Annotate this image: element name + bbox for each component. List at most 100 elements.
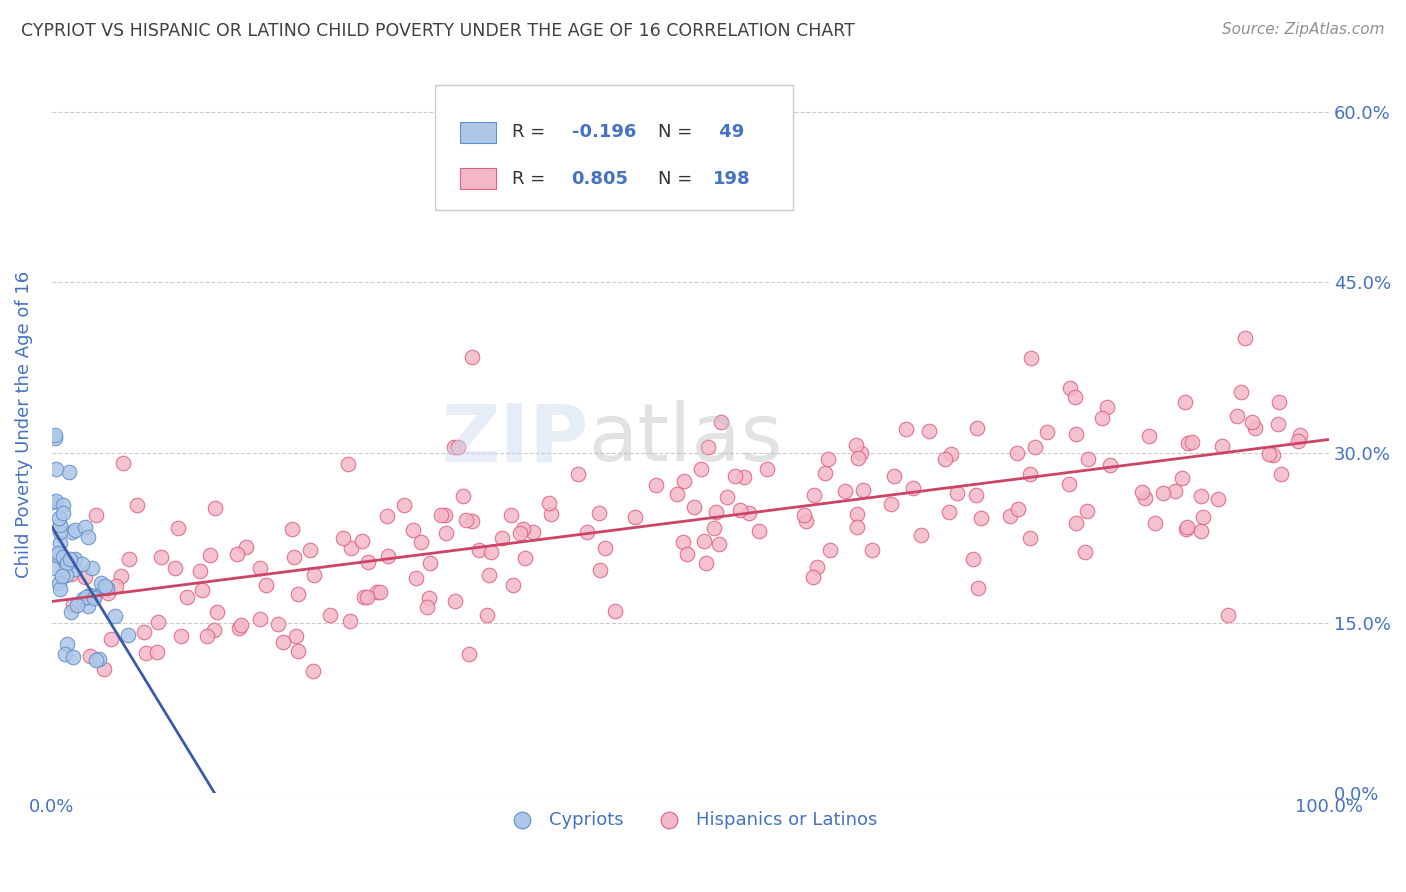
Point <box>73 520 96 534</box>
Point <box>716 491 738 505</box>
Point <box>104 609 127 624</box>
Point <box>1164 483 1187 498</box>
Point <box>63 523 86 537</box>
Text: N =: N = <box>658 169 699 188</box>
Point <box>51 550 73 565</box>
Point <box>249 612 271 626</box>
Point <box>1243 421 1265 435</box>
Point <box>402 523 425 537</box>
Point <box>704 505 727 519</box>
Point <box>1064 390 1087 404</box>
Point <box>588 506 610 520</box>
Point <box>284 629 307 643</box>
Point <box>287 644 309 658</box>
Point <box>910 528 932 542</box>
Point <box>846 507 869 521</box>
Point <box>522 525 544 540</box>
Point <box>45 462 67 476</box>
Point <box>96 582 118 596</box>
Point <box>1267 417 1289 432</box>
Point <box>405 570 427 584</box>
Point <box>353 590 375 604</box>
Point <box>1191 509 1213 524</box>
Point <box>962 551 984 566</box>
Point <box>356 590 378 604</box>
Point <box>513 550 536 565</box>
Point <box>879 497 901 511</box>
Point <box>794 514 817 528</box>
Point <box>254 578 277 592</box>
Point <box>1133 491 1156 506</box>
Point <box>478 568 501 582</box>
Point <box>287 586 309 600</box>
Point <box>283 550 305 565</box>
Point <box>939 447 962 461</box>
Point <box>589 562 612 576</box>
Point <box>1059 381 1081 395</box>
Point <box>1175 522 1198 536</box>
Point <box>806 560 828 574</box>
Point <box>460 515 482 529</box>
Point <box>149 549 172 564</box>
Point <box>339 614 361 628</box>
Point <box>1208 491 1230 506</box>
Point <box>62 649 84 664</box>
Point <box>58 465 80 479</box>
Point <box>738 506 761 520</box>
Point <box>803 488 825 502</box>
Point <box>509 525 531 540</box>
Text: R =: R = <box>512 123 551 141</box>
Point <box>135 646 157 660</box>
Point <box>83 591 105 606</box>
Point <box>79 588 101 602</box>
Point <box>377 549 399 564</box>
Point <box>443 440 465 454</box>
Point <box>1077 451 1099 466</box>
Point <box>512 522 534 536</box>
Point <box>46 548 69 562</box>
Point <box>434 508 457 523</box>
Point <box>965 487 987 501</box>
Point <box>93 662 115 676</box>
Point <box>110 568 132 582</box>
Point <box>44 427 66 442</box>
Point <box>1229 385 1251 400</box>
Point <box>733 470 755 484</box>
Point <box>70 558 93 572</box>
Point <box>146 645 169 659</box>
Point <box>228 620 250 634</box>
Point <box>1171 471 1194 485</box>
Point <box>165 561 187 575</box>
Point <box>434 526 457 541</box>
Text: Source: ZipAtlas.com: Source: ZipAtlas.com <box>1222 22 1385 37</box>
Text: 49: 49 <box>713 123 745 141</box>
Point <box>76 530 98 544</box>
Point <box>49 536 72 550</box>
Point <box>146 615 169 629</box>
Point <box>537 496 560 510</box>
Bar <box>461 169 496 189</box>
Point <box>467 543 489 558</box>
Point <box>1211 440 1233 454</box>
Point <box>104 579 127 593</box>
Point <box>377 508 399 523</box>
Point <box>56 637 79 651</box>
Point <box>188 564 211 578</box>
Point <box>918 425 941 439</box>
Point <box>332 531 354 545</box>
Point <box>77 599 100 614</box>
Point <box>83 589 105 603</box>
Point <box>41 495 63 509</box>
Point <box>1189 524 1212 538</box>
Point <box>793 508 815 522</box>
Point <box>1233 331 1256 345</box>
Point <box>1177 435 1199 450</box>
Point <box>693 534 716 549</box>
Point <box>94 579 117 593</box>
Point <box>676 547 699 561</box>
Point <box>170 629 193 643</box>
Point <box>60 566 83 581</box>
Point <box>1270 467 1292 481</box>
Point <box>1177 520 1199 534</box>
Point <box>901 481 924 495</box>
